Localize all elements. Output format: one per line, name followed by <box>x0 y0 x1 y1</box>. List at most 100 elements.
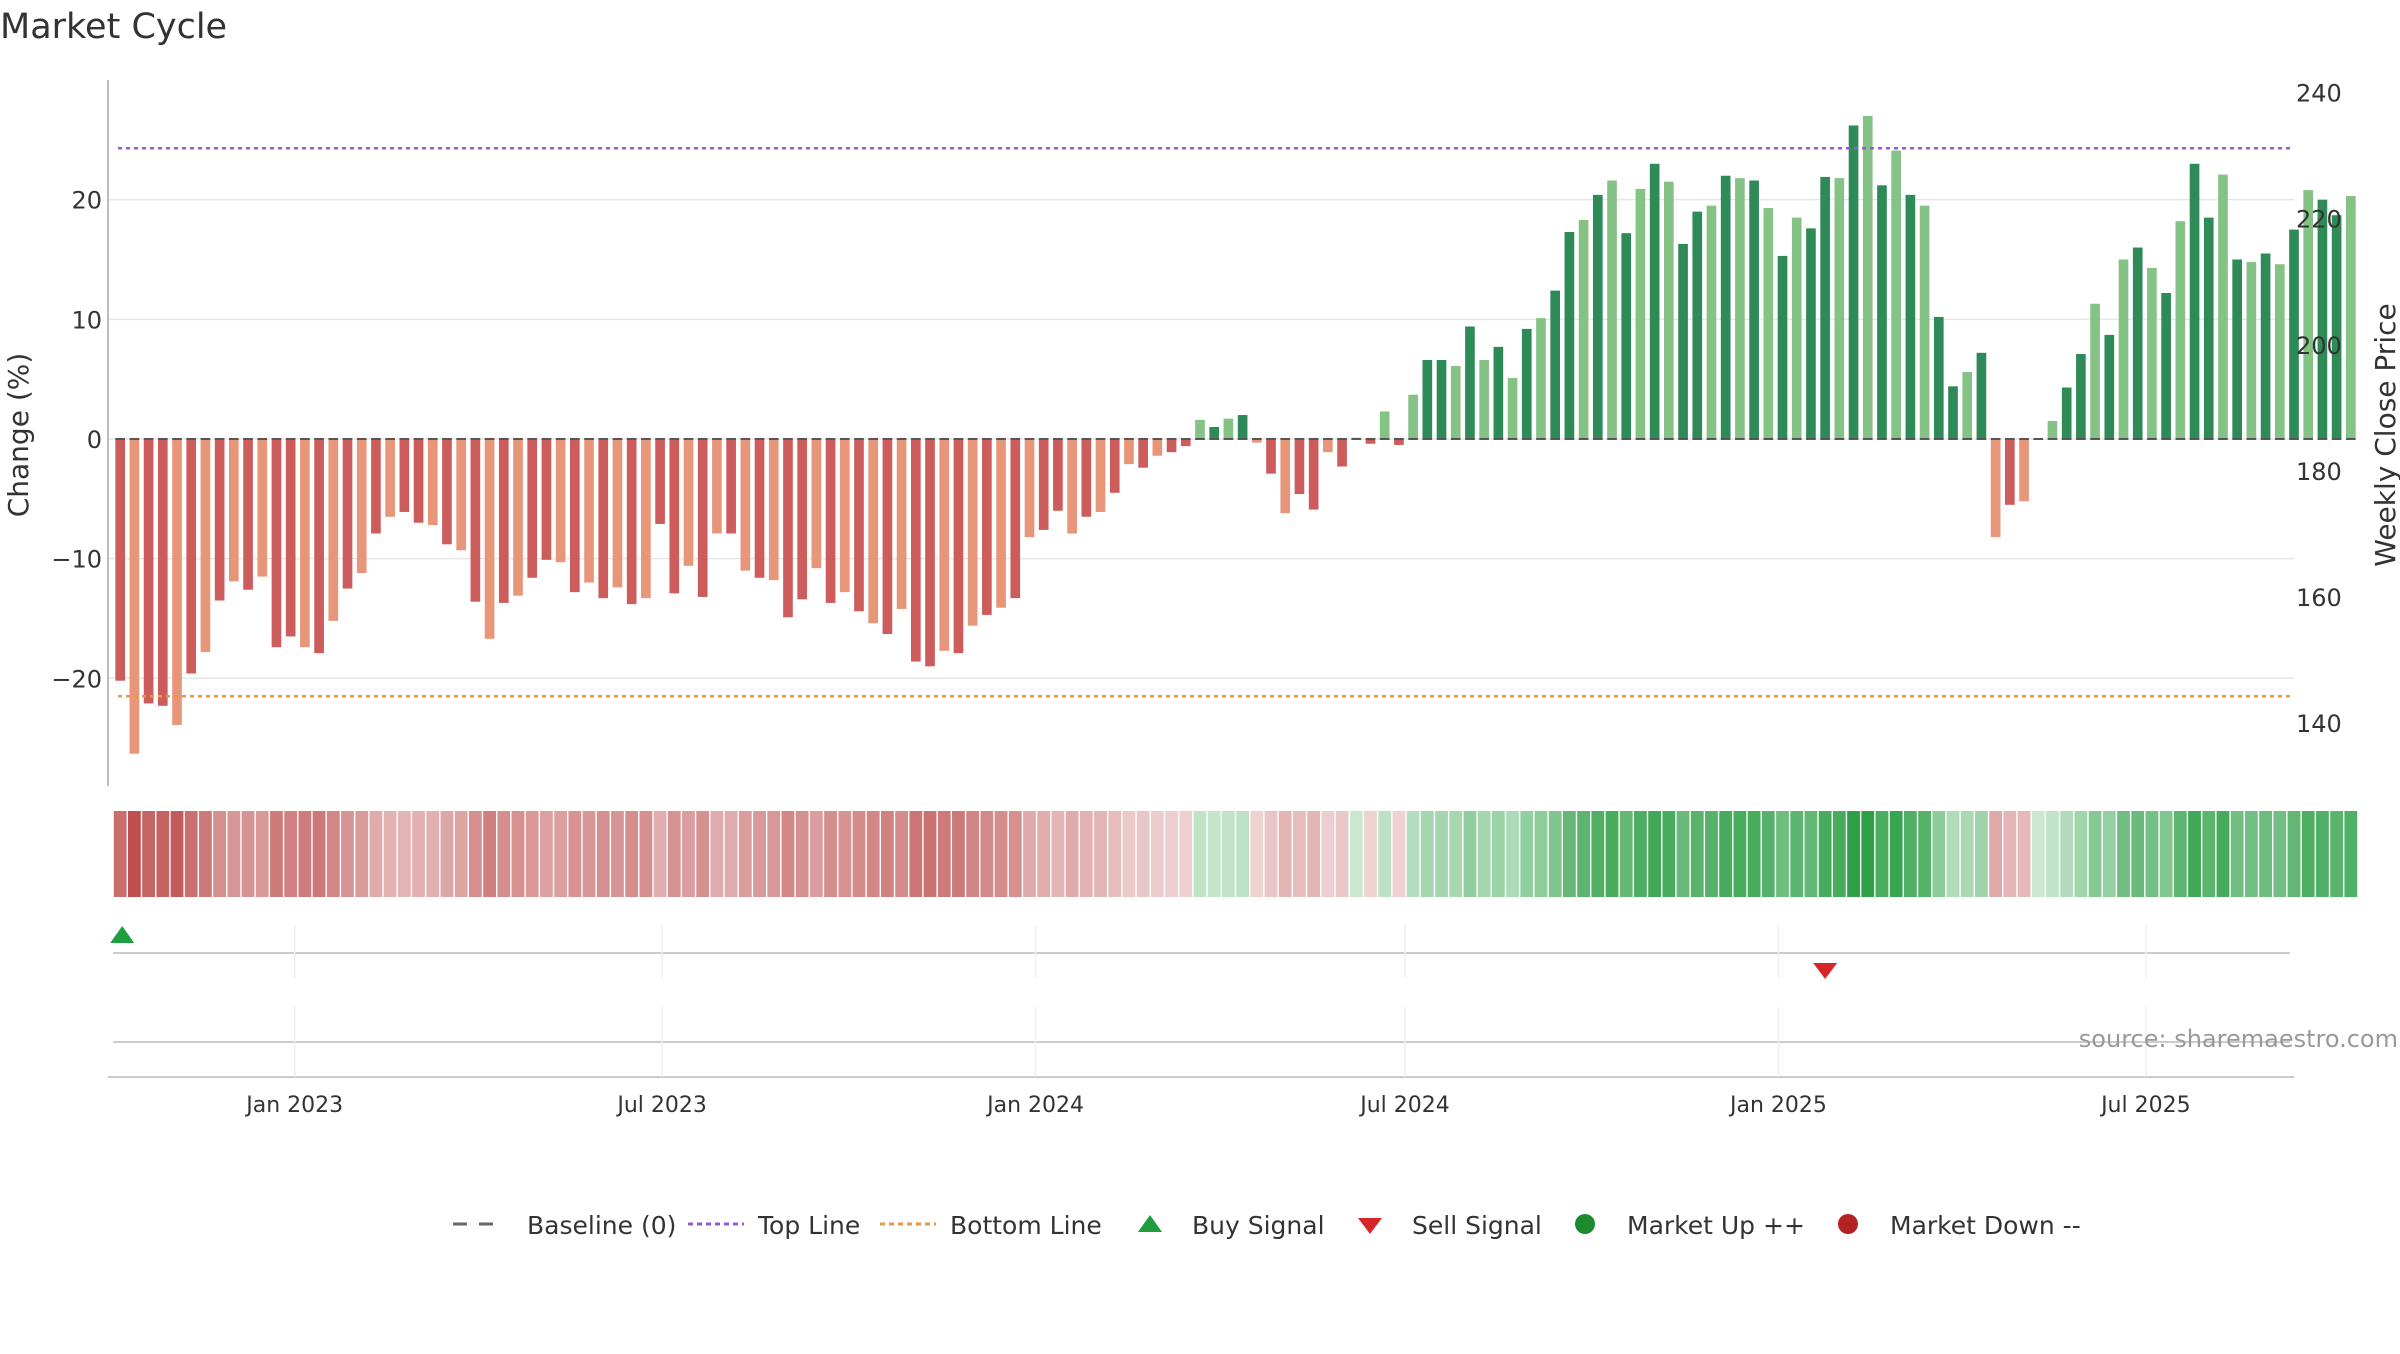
strip-cell <box>1250 811 1264 897</box>
bar <box>1820 176 1830 439</box>
strip-cell <box>1136 811 1150 897</box>
strip-cell <box>412 811 425 897</box>
bar <box>2132 247 2143 439</box>
strip-cell <box>710 811 724 897</box>
strip-cell <box>1037 811 1051 897</box>
bar <box>669 438 680 594</box>
strip-cell <box>881 811 894 897</box>
strip-cell <box>611 811 624 897</box>
bar <box>825 438 836 603</box>
strip-cell <box>1975 811 1988 897</box>
bar <box>1408 394 1418 439</box>
legend-item: Baseline (0) <box>453 1211 676 1240</box>
bar <box>655 438 665 524</box>
bar <box>1365 438 1376 444</box>
x-tick-label: Jul 2023 <box>615 1093 707 1118</box>
strip-cell <box>852 811 866 897</box>
y-tick-left: 0 <box>87 426 102 454</box>
bar <box>1763 208 1774 439</box>
x-tick-label: Jan 2025 <box>1728 1093 1827 1118</box>
strip-cell <box>1449 811 1463 897</box>
strip-cell <box>1591 811 1605 897</box>
bar <box>1706 205 1717 439</box>
legend-item: Market Down -- <box>1838 1211 2081 1240</box>
strip-cell <box>113 811 127 897</box>
strip-cell <box>1335 811 1349 897</box>
bar <box>1138 438 1148 468</box>
bar <box>2289 229 2299 439</box>
bar <box>470 438 481 602</box>
strip-cell <box>241 811 255 897</box>
bar <box>1124 438 1134 465</box>
strip-cell <box>1392 811 1406 897</box>
y-tick-left: −20 <box>51 665 102 693</box>
bar <box>1692 211 1703 439</box>
strip-cell <box>454 811 468 897</box>
strip-cell <box>596 811 610 897</box>
bar <box>2090 303 2100 439</box>
strip-cell <box>1619 811 1633 897</box>
strip-cell <box>2031 811 2045 897</box>
strip-cell <box>1790 811 1804 897</box>
bar <box>910 438 921 662</box>
bar <box>371 438 381 534</box>
strip-cell <box>270 811 283 897</box>
strip-cell <box>994 811 1008 897</box>
bar <box>2246 261 2257 439</box>
bar <box>797 438 807 600</box>
bars-layer <box>115 115 2356 754</box>
y-tick-right: 180 <box>2296 458 2342 486</box>
strip-cell <box>227 811 241 897</box>
bar <box>1592 194 1603 439</box>
strip-cell <box>1491 811 1505 897</box>
bar <box>1649 163 1660 439</box>
strip-cell <box>1207 811 1221 897</box>
signal-layer: Jan 2023 Jul 2023 Jan 2024 Jul 2024 Jan 2025… <box>108 925 2294 1118</box>
strip-cell <box>1932 811 1946 897</box>
chart-title: Market Cycle <box>0 7 227 47</box>
bar <box>768 438 779 581</box>
bar <box>882 438 893 635</box>
bar <box>1891 150 1902 439</box>
strip-cell <box>2259 811 2272 897</box>
bar <box>1976 352 1987 439</box>
strip-cell <box>170 811 184 897</box>
bar <box>896 438 907 609</box>
strip-cell <box>2344 811 2358 897</box>
bar <box>1195 419 1205 439</box>
strip-cell <box>2145 811 2159 897</box>
bar <box>1450 365 1461 439</box>
bar <box>143 438 154 704</box>
bar <box>1251 438 1262 443</box>
strip-cell <box>1079 811 1093 897</box>
y-tick-right: 140 <box>2296 710 2342 738</box>
bar <box>1791 217 1802 439</box>
x-tick-label: Jul 2024 <box>1358 1093 1450 1118</box>
y-tick-left: 10 <box>71 306 102 334</box>
strip-cell <box>156 811 170 897</box>
strip-cell <box>1008 811 1022 897</box>
strip-cell <box>255 811 269 897</box>
strip-cell <box>838 811 852 897</box>
bar <box>484 438 495 639</box>
strip-cell <box>1690 811 1704 897</box>
bar <box>186 438 197 674</box>
bar <box>1266 438 1276 474</box>
bar <box>854 438 864 612</box>
bar <box>442 438 452 545</box>
bar <box>1422 360 1433 439</box>
strip-cell <box>2003 811 2017 897</box>
strip-cell <box>1548 811 1562 897</box>
strip-cell <box>1662 811 1676 897</box>
strip-cell <box>1889 811 1903 897</box>
strip-cell <box>653 811 667 897</box>
bar <box>285 438 296 637</box>
bar <box>1536 318 1546 439</box>
bar <box>1294 438 1305 495</box>
strip-cell <box>2074 811 2088 897</box>
bar <box>996 438 1006 608</box>
bar <box>1521 328 1532 439</box>
y-axis-label-right: Weekly Close Price <box>2369 303 2400 566</box>
legend-symbol <box>1838 1214 1858 1234</box>
